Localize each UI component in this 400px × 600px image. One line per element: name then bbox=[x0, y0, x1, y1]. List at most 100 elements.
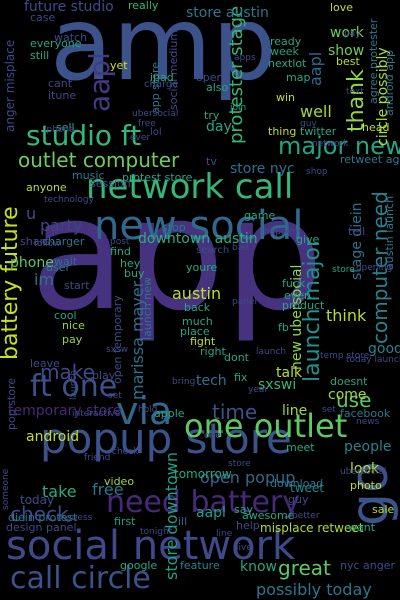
word: panel bbox=[232, 297, 257, 307]
word: meet bbox=[286, 441, 315, 454]
word: wait bbox=[54, 255, 78, 268]
word: one bbox=[204, 431, 221, 441]
word: dont bbox=[224, 351, 249, 364]
word: set bbox=[108, 391, 122, 401]
word: outlet computer bbox=[18, 148, 180, 172]
word: free bbox=[92, 480, 124, 499]
word: cool bbox=[54, 309, 77, 322]
word: store nyc bbox=[230, 161, 295, 177]
word: nextlot bbox=[268, 57, 307, 70]
word: everyone bbox=[30, 37, 82, 50]
word: really bbox=[128, 0, 159, 12]
word: tv bbox=[206, 155, 217, 168]
word: session bbox=[90, 177, 131, 190]
word: technology bbox=[44, 195, 94, 205]
word: ipad bbox=[150, 71, 174, 84]
word: find bbox=[110, 245, 131, 258]
word: stop bbox=[162, 221, 186, 234]
word: show bbox=[328, 43, 365, 59]
word: time bbox=[212, 400, 258, 424]
word: anger misplace bbox=[3, 39, 17, 132]
word: today launch bbox=[346, 355, 400, 365]
word: thing bbox=[268, 125, 297, 138]
word: try bbox=[204, 109, 220, 122]
word: share bbox=[20, 235, 51, 248]
word: party bbox=[40, 216, 83, 235]
word: join bbox=[230, 103, 247, 113]
word: look bbox=[350, 461, 380, 477]
word: people bbox=[344, 439, 392, 455]
word: tech bbox=[196, 373, 227, 389]
word: user bbox=[46, 261, 70, 274]
word: sxswi bbox=[258, 377, 297, 393]
word: tweet bbox=[290, 481, 324, 495]
word: tell bbox=[348, 225, 366, 238]
word: twitter bbox=[300, 125, 337, 138]
word: launch bbox=[69, 369, 79, 400]
word: phone bbox=[10, 255, 54, 271]
word: network bbox=[312, 139, 349, 149]
word: music bbox=[72, 169, 105, 182]
word: tomorrow bbox=[174, 467, 232, 481]
word: better bbox=[292, 511, 320, 521]
word: hey bbox=[120, 257, 141, 270]
word: possibly today bbox=[256, 580, 372, 599]
word: app bbox=[30, 163, 324, 345]
word: fb bbox=[278, 321, 289, 334]
word: open temporary bbox=[111, 295, 124, 384]
word: amp bbox=[50, 0, 277, 104]
word: launch new bbox=[141, 277, 154, 340]
word: ubersocial bbox=[132, 109, 179, 119]
word: line bbox=[216, 529, 233, 539]
word: one outlet bbox=[184, 407, 348, 445]
word: itune bbox=[48, 89, 77, 102]
word: live bbox=[236, 543, 252, 553]
word: awesome bbox=[242, 509, 295, 522]
word: download bbox=[270, 477, 324, 490]
word: well bbox=[300, 102, 332, 121]
word: talk bbox=[276, 365, 303, 381]
word: via bbox=[116, 389, 173, 433]
word: android app bbox=[383, 50, 396, 116]
word: win bbox=[276, 91, 296, 104]
word: launch bbox=[256, 347, 287, 357]
word: leave bbox=[30, 357, 60, 370]
word: guy bbox=[288, 493, 309, 506]
word: major new bbox=[278, 132, 400, 160]
word: future studio bbox=[24, 0, 114, 15]
word: guess bbox=[66, 513, 93, 523]
word: ft one bbox=[30, 369, 118, 404]
word: nice bbox=[62, 319, 85, 332]
word: need battery bbox=[106, 485, 301, 520]
word: come bbox=[328, 387, 367, 403]
word: make bbox=[40, 360, 95, 384]
word: iphone bbox=[44, 125, 75, 135]
word: feature bbox=[180, 559, 220, 572]
word: store austin bbox=[186, 5, 269, 21]
word: fight bbox=[190, 335, 216, 348]
word: opening bbox=[356, 263, 393, 273]
word: guy bbox=[300, 119, 317, 129]
word: head bbox=[362, 121, 390, 134]
word: diein protest bbox=[8, 511, 78, 524]
word: misplace retweet bbox=[260, 521, 364, 535]
word: free bbox=[138, 119, 156, 129]
word: best bbox=[336, 55, 360, 68]
word: ever bbox=[130, 133, 151, 143]
word: temporary store bbox=[8, 403, 122, 419]
word: social network bbox=[6, 523, 296, 569]
word: also bbox=[206, 81, 229, 94]
word: ubersocial bbox=[340, 467, 387, 477]
word: video bbox=[104, 475, 135, 488]
word: store bbox=[332, 265, 355, 275]
word: give bbox=[296, 233, 320, 246]
word: ready bbox=[270, 35, 302, 48]
word: pop store bbox=[5, 377, 18, 430]
word: shop bbox=[306, 167, 328, 177]
word: charger bbox=[42, 235, 85, 248]
word: map bbox=[286, 71, 311, 84]
word: ill bbox=[178, 515, 188, 528]
word: great bbox=[278, 556, 331, 580]
word: someone bbox=[1, 468, 11, 510]
word: bring bbox=[172, 377, 196, 387]
